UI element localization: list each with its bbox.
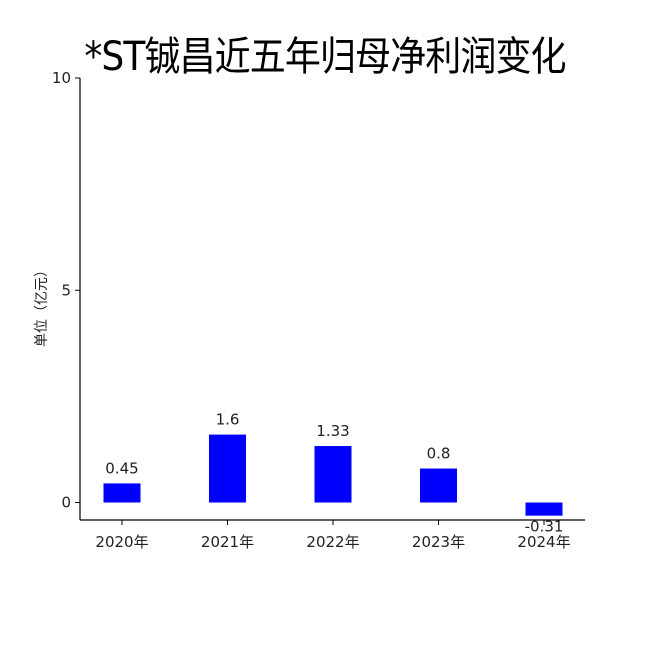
- x-tick-label: 2020年: [95, 533, 148, 551]
- data-label: 1.33: [316, 422, 349, 440]
- x-tick-label: 2024年: [517, 533, 570, 551]
- data-label: 1.6: [216, 411, 240, 429]
- bars: [103, 434, 563, 516]
- y-tick-label: 5: [61, 281, 71, 299]
- y-tick-label: 0: [61, 494, 71, 512]
- chart-title: *ST铖昌近五年归母净利润变化: [84, 34, 566, 80]
- bar: [420, 468, 457, 503]
- x-tick-label: 2022年: [306, 533, 359, 551]
- x-tick-label: 2021年: [201, 533, 254, 551]
- x-ticks: 2020年 2021年 2022年 2023年 2024年: [95, 520, 571, 551]
- bar: [314, 446, 352, 503]
- data-labels: 0.45 1.6 1.33 0.8 -0.31: [105, 411, 563, 536]
- bar: [525, 502, 563, 516]
- y-axis-title: 单位（亿元）: [34, 263, 50, 347]
- bar: [209, 434, 246, 503]
- x-tick-label: 2023年: [412, 533, 465, 551]
- data-label: 0.45: [105, 459, 138, 477]
- y-ticks: 0 5 10: [52, 69, 80, 512]
- data-label: 0.8: [427, 445, 451, 463]
- bar: [103, 483, 141, 503]
- data-label: -0.31: [525, 518, 564, 536]
- y-tick-label: 10: [52, 69, 71, 87]
